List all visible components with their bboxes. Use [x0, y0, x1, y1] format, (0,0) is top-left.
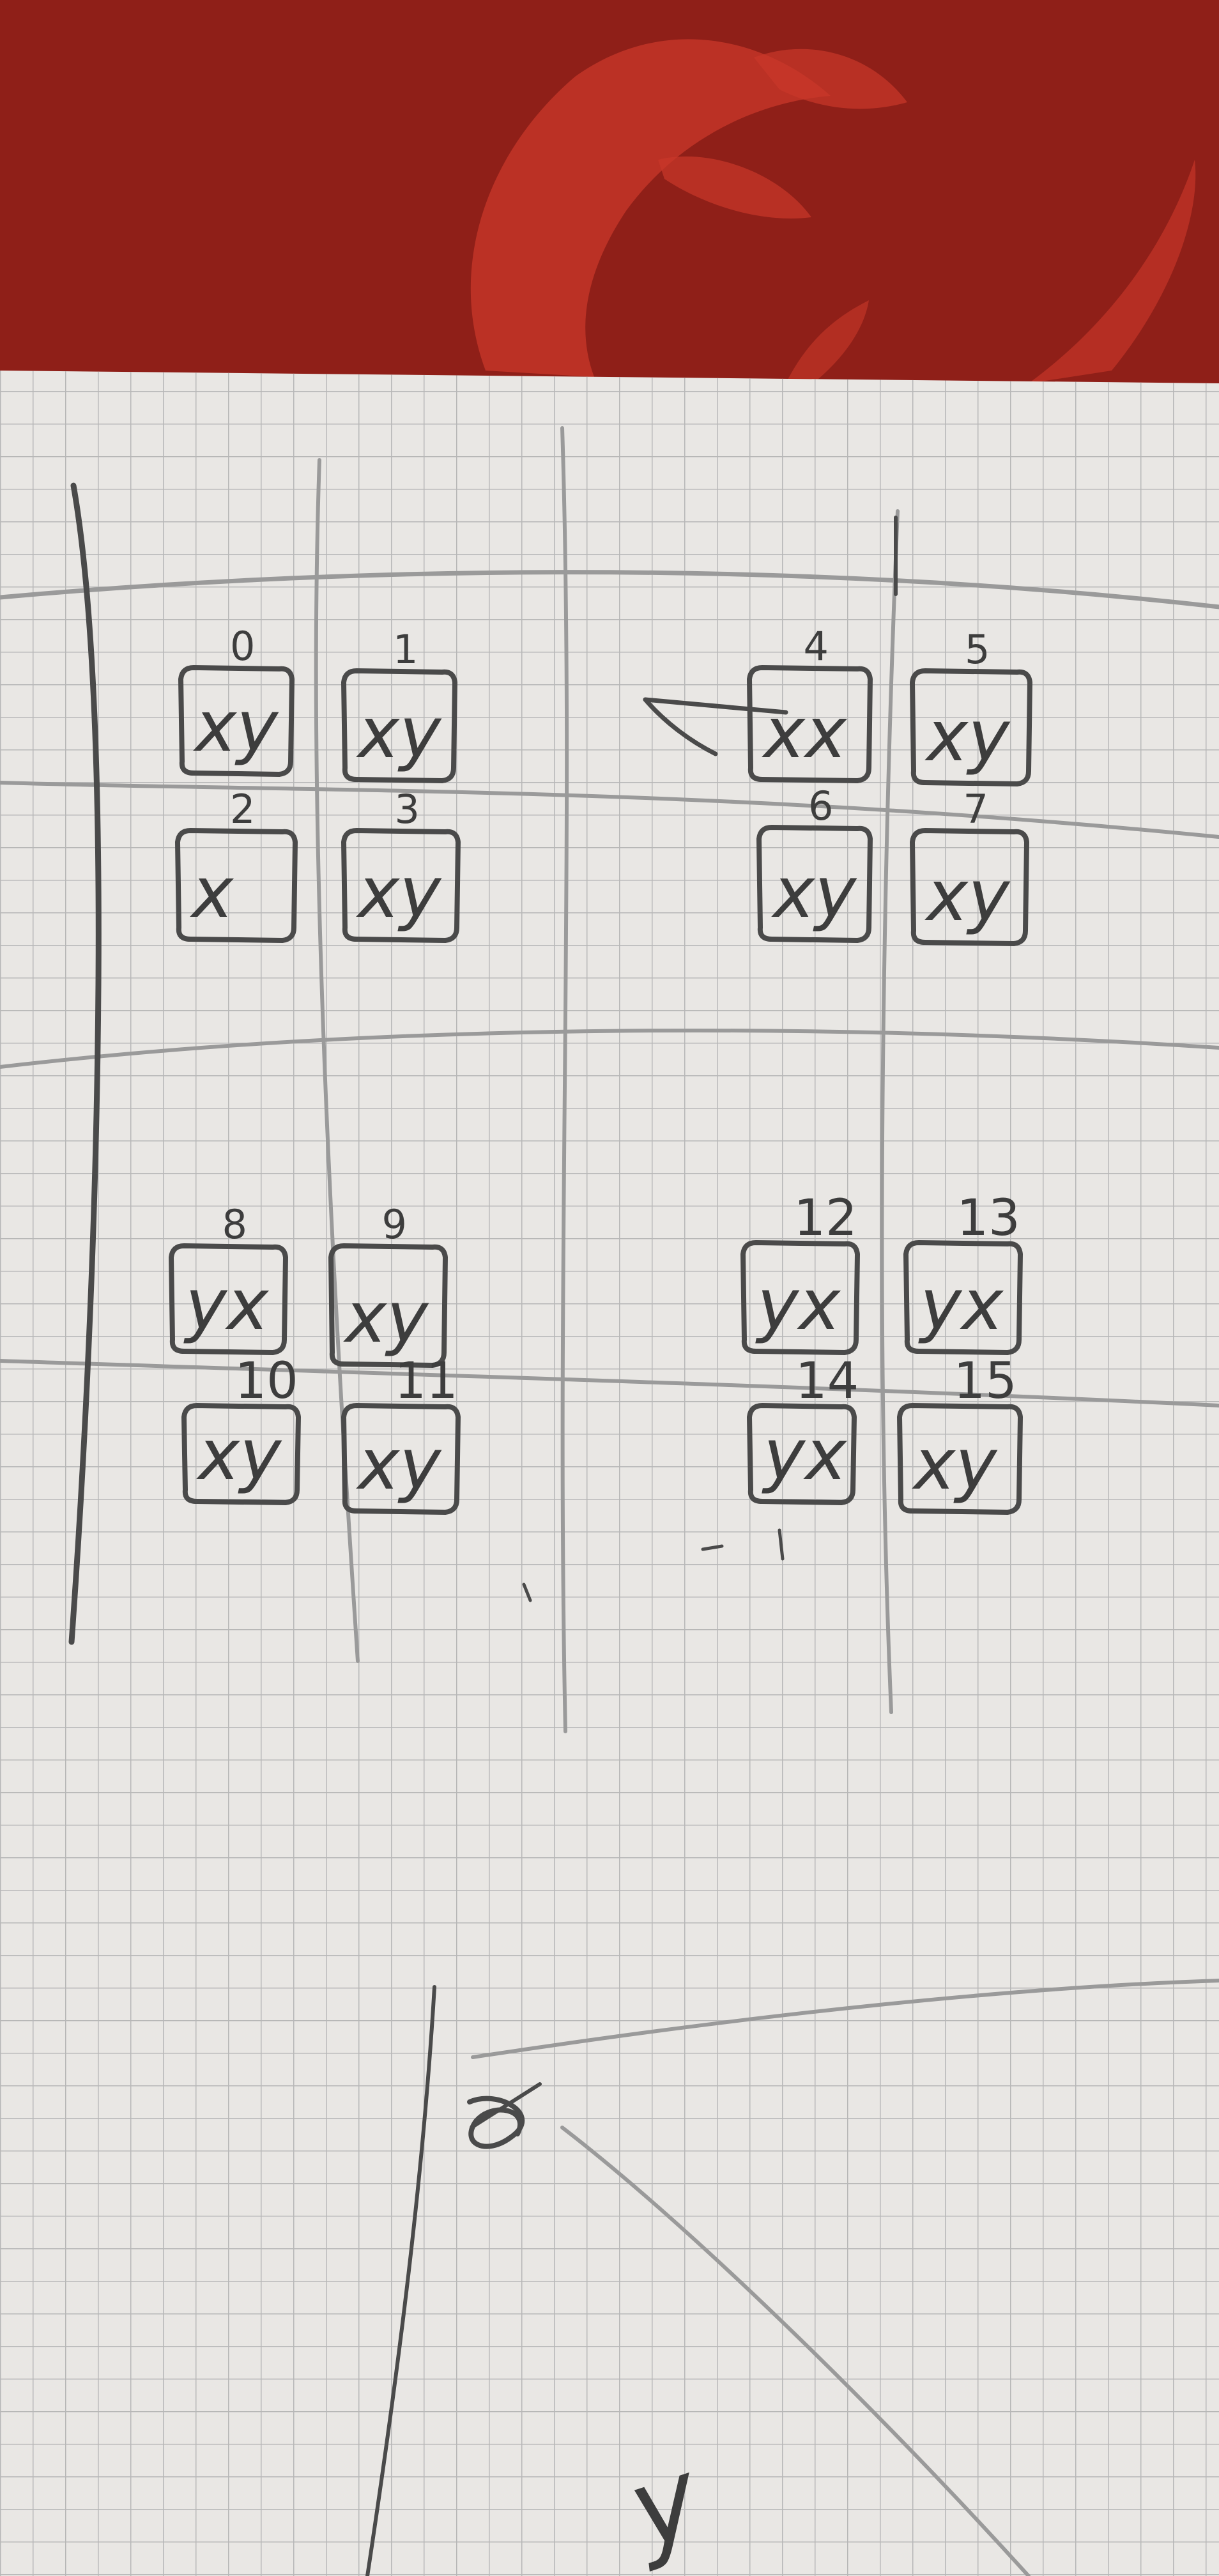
- cell-box: [756, 825, 873, 943]
- cell-mark: yx: [183, 1264, 270, 1346]
- cell-mark: xy: [924, 695, 1011, 777]
- cell-mark: xy: [343, 1276, 429, 1358]
- cell-number: 14: [795, 1353, 859, 1410]
- cell-mark: x: [190, 852, 234, 933]
- cell-number: 11: [395, 1353, 458, 1410]
- tablecloth-leaf-pattern: [754, 49, 907, 109]
- cell-5: 5 xy: [910, 626, 1032, 786]
- tablecloth-leaf-pattern: [470, 39, 831, 378]
- cell-mark: yx: [755, 1264, 841, 1346]
- cell-number: 10: [235, 1353, 298, 1410]
- cell-number: 8: [222, 1201, 247, 1248]
- cell-number: 7: [963, 786, 988, 832]
- cell-4: 4 xx: [747, 623, 873, 783]
- cell-box: [747, 1403, 857, 1505]
- cell-box: [175, 828, 298, 943]
- cell-number: 12: [794, 1190, 857, 1247]
- cell-box: [910, 668, 1032, 786]
- cell-box: [181, 1403, 301, 1505]
- cell-box: [897, 1403, 1023, 1515]
- cell-6: 6 xy: [756, 783, 873, 943]
- cell-number: 1: [393, 626, 418, 673]
- cell-0: 0 xy: [178, 623, 295, 777]
- tablecloth-leaf-pattern: [658, 156, 811, 218]
- cell-9: 9 xy: [328, 1201, 448, 1368]
- cell-box: [747, 665, 873, 783]
- cell-number: 4: [804, 623, 829, 670]
- cell-box: [169, 1243, 288, 1355]
- cell-mark: xy: [356, 1423, 442, 1505]
- cell-box: [341, 668, 457, 783]
- cell-box: [903, 1240, 1023, 1355]
- cell-number: 3: [395, 786, 420, 832]
- cell-mark: xy: [193, 686, 279, 767]
- cell-3: 3 xy: [341, 786, 461, 943]
- tablecloth-leaf-pattern: [786, 300, 869, 390]
- cell-number: 9: [382, 1201, 407, 1248]
- cell-mark: xy: [924, 855, 1011, 937]
- cell-mark: yx: [762, 1414, 848, 1496]
- cell-7: 7 xy: [910, 786, 1029, 946]
- pencil-lines: [68, 482, 898, 2576]
- cell-12: 12 yx: [740, 1190, 860, 1355]
- cells-layer: 0xy1xy2x3xy4xx5xy6xy7xy8yx9xy10xy11xy12y…: [169, 623, 1032, 1515]
- cell-number: 6: [808, 783, 833, 829]
- cell-number: 5: [965, 626, 990, 673]
- cell-8: 8 yx: [169, 1201, 288, 1355]
- cell-box: [328, 1243, 448, 1368]
- cell-number: 0: [230, 623, 255, 670]
- tablecloth: [0, 0, 1219, 409]
- cell-mark: xx: [762, 692, 848, 774]
- cell-11: 11 xy: [341, 1353, 461, 1515]
- faint-guide-lines: [0, 426, 1219, 2576]
- cell-box: [740, 1240, 860, 1355]
- cell-box: [341, 828, 461, 943]
- cell-2: 2x: [175, 786, 298, 943]
- cell-box: [178, 665, 295, 777]
- cell-15: 15 xy: [897, 1353, 1023, 1515]
- cell-mark: xy: [912, 1423, 998, 1505]
- cell-box: [341, 1403, 461, 1515]
- cell-number: 15: [954, 1353, 1017, 1410]
- cell-mark: xy: [356, 692, 442, 774]
- tablecloth-leaf-pattern: [1029, 160, 1196, 383]
- cell-box: [910, 828, 1029, 946]
- cell-mark: xy: [196, 1414, 282, 1496]
- cell-mark: yx: [918, 1264, 1004, 1346]
- cell-mark: xy: [771, 852, 857, 933]
- cell-number: 2: [230, 786, 255, 832]
- cell-mark: xy: [356, 852, 442, 933]
- cell-1: 1 xy: [341, 626, 457, 783]
- cell-13: 13 yx: [903, 1190, 1023, 1355]
- cell-number: 13: [957, 1190, 1020, 1247]
